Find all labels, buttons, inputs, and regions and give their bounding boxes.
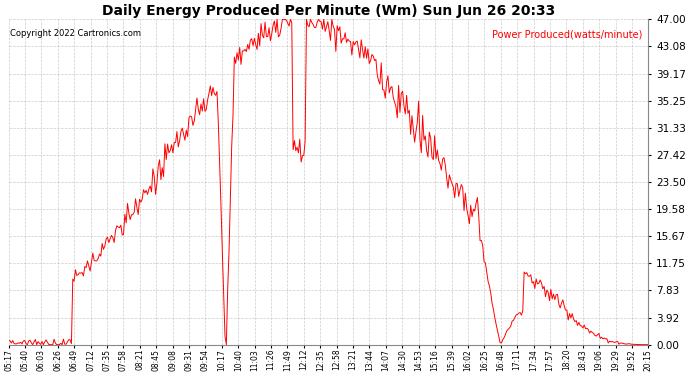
- Text: Power Produced(watts/minute): Power Produced(watts/minute): [491, 29, 642, 39]
- Text: Copyright 2022 Cartronics.com: Copyright 2022 Cartronics.com: [10, 29, 141, 38]
- Title: Daily Energy Produced Per Minute (Wm) Sun Jun 26 20:33: Daily Energy Produced Per Minute (Wm) Su…: [102, 4, 555, 18]
